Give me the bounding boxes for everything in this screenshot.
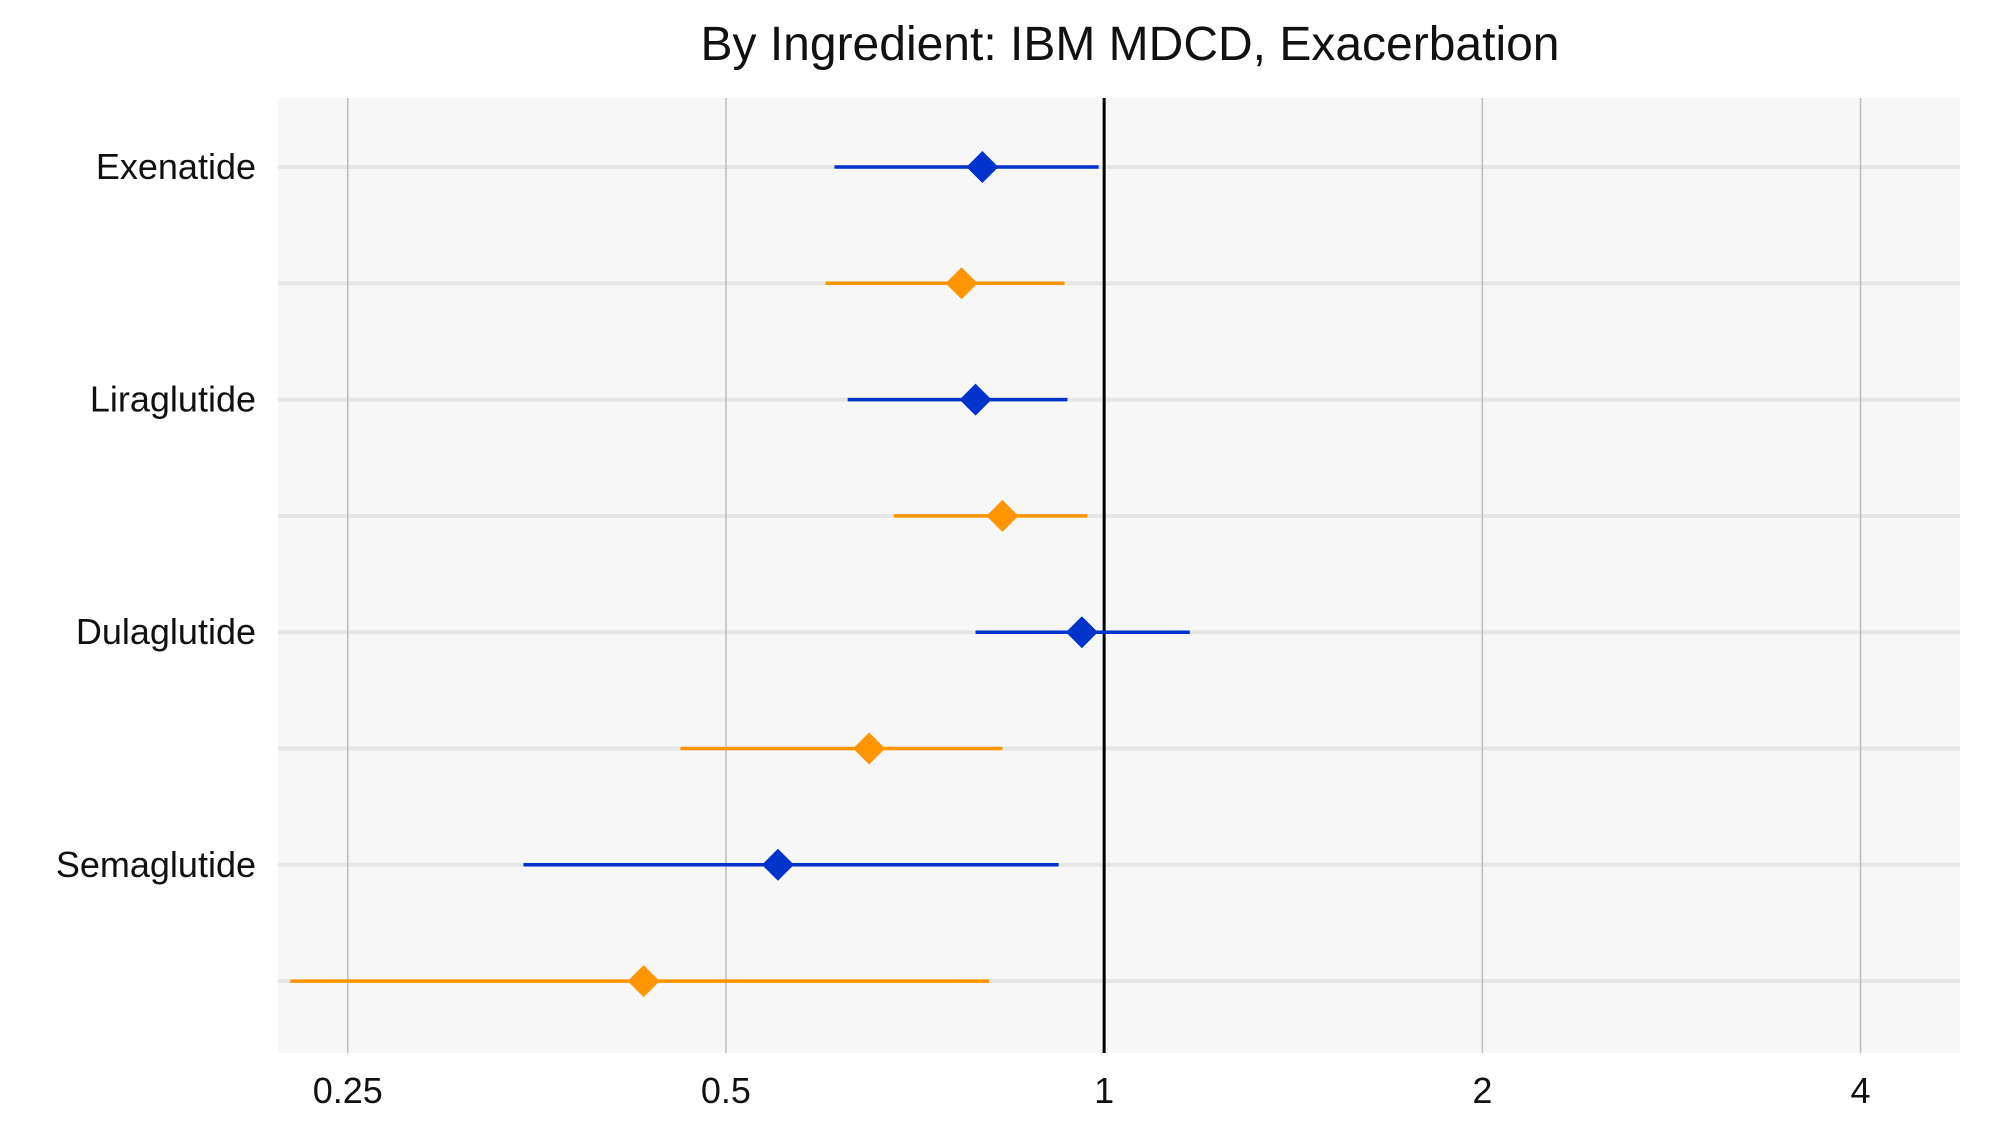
marks-layer <box>290 151 1190 998</box>
point-estimate <box>627 965 660 998</box>
point-estimate <box>761 848 794 881</box>
x-tick-label: 0.5 <box>701 1070 751 1111</box>
point-estimate <box>945 267 978 300</box>
category-labels: Exenatide Liraglutide Dulaglutide Semagluti… <box>56 146 256 885</box>
point-estimate <box>853 732 886 765</box>
x-tick-label: 2 <box>1472 1070 1492 1111</box>
category-label: Semaglutide <box>56 844 256 885</box>
x-tick-label: 1 <box>1094 1070 1114 1111</box>
plot-panel <box>278 98 1960 1053</box>
x-tick-labels: 0.25 0.5 1 2 4 <box>313 1070 1871 1111</box>
point-estimate <box>966 151 999 183</box>
x-tick-label: 0.25 <box>313 1070 383 1111</box>
point-estimate <box>959 383 992 416</box>
point-estimate <box>986 499 1019 532</box>
chart-title: By Ingredient: IBM MDCD, Exacerbation <box>700 18 1559 71</box>
category-label: Liraglutide <box>90 379 256 420</box>
point-estimate <box>1065 616 1098 649</box>
category-label: Exenatide <box>96 146 256 187</box>
x-tick-label: 4 <box>1851 1070 1871 1111</box>
category-label: Dulaglutide <box>76 611 256 652</box>
